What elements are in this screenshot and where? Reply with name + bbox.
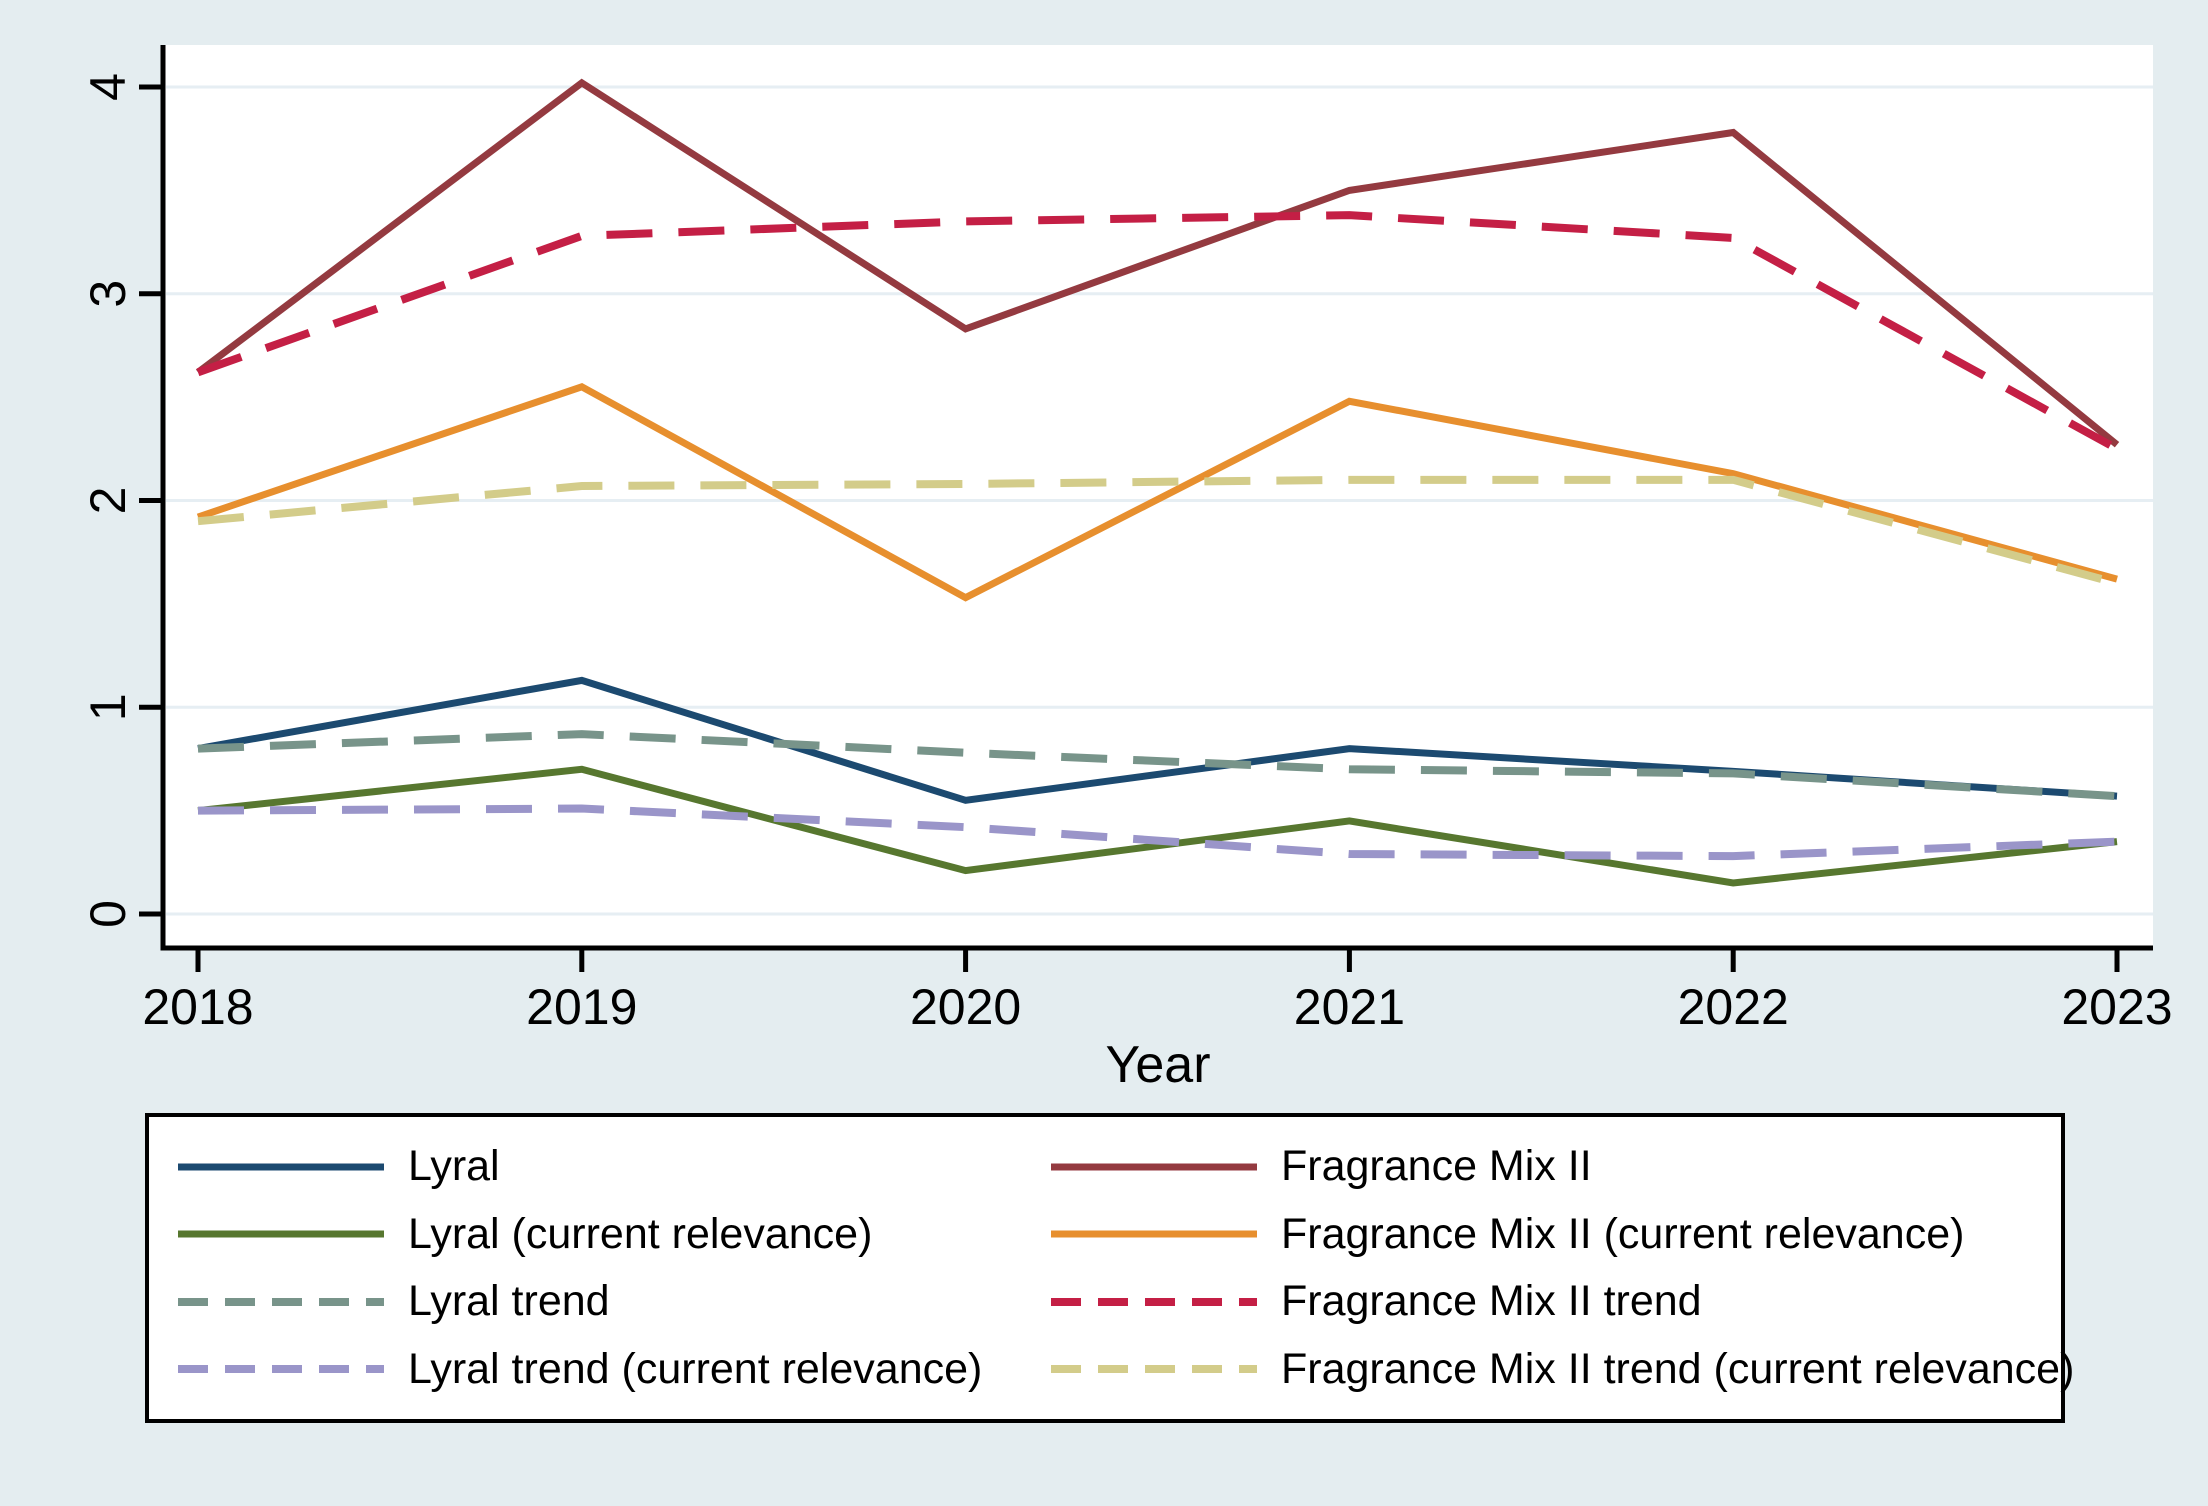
y-tick-label: 0 — [80, 900, 136, 928]
legend-item-lyral-trend-current-relevance: Lyral trend (current relevance) — [176, 1336, 1049, 1404]
series-line-5 — [196, 382, 2118, 602]
axis-lines — [160, 45, 2153, 951]
x-tick-label: 2020 — [910, 979, 1021, 1035]
legend-swatch-dashed-line-icon — [178, 1365, 384, 1374]
legend-box: Lyral Lyral (current relevance) Lyral tr… — [145, 1113, 2074, 1423]
legend-label: Fragrance Mix II trend (current relevanc… — [1281, 1344, 2075, 1393]
legend-item-fragrance-mix-ii-trend-current-relevance: Fragrance Mix II trend (current relevanc… — [1049, 1336, 2074, 1404]
series-line-2 — [197, 730, 2118, 801]
y-tick-label: 1 — [80, 693, 136, 721]
legend-swatch-solid-line-icon — [1051, 1163, 1257, 1171]
series-line-3 — [197, 804, 2118, 861]
legend-label: Lyral — [408, 1142, 500, 1191]
y-tick-label: 3 — [80, 280, 136, 308]
legend-label: Lyral trend — [408, 1277, 610, 1326]
legend-swatch-solid-line-icon — [178, 1230, 384, 1238]
legend-label: Lyral (current relevance) — [408, 1209, 873, 1258]
series-line-4 — [195, 78, 2120, 448]
legend-swatch-solid-line-icon — [1051, 1230, 1257, 1238]
y-tick-label: 4 — [80, 73, 136, 101]
legend-label: Fragrance Mix II (current relevance) — [1281, 1209, 1965, 1258]
legend-swatch-solid-line-icon — [178, 1163, 384, 1171]
x-tick-label: 2022 — [1678, 979, 1789, 1035]
legend-item-lyral-trend: Lyral trend — [176, 1268, 1049, 1336]
legend-swatch-dashed-line-icon — [1051, 1365, 1257, 1374]
legend-label: Fragrance Mix II trend — [1281, 1277, 1702, 1326]
legend-label: Fragrance Mix II — [1281, 1142, 1592, 1191]
legend-item-lyral-current-relevance: Lyral (current relevance) — [176, 1201, 1049, 1269]
legend-label: Lyral trend (current relevance) — [408, 1344, 983, 1393]
legend-swatch-dashed-line-icon — [1051, 1297, 1257, 1306]
legend-item-fragrance-mix-ii: Fragrance Mix II — [1049, 1133, 2051, 1201]
legend-item-fragrance-mix-ii-current-relevance: Fragrance Mix II (current relevance) — [1049, 1201, 2051, 1269]
series-line-7 — [197, 475, 2119, 588]
legend-item-lyral: Lyral — [176, 1133, 1049, 1201]
x-tick-label: 2021 — [1294, 979, 1405, 1035]
x-tick-label: 2023 — [2061, 979, 2172, 1035]
x-tick-label: 2018 — [142, 979, 253, 1035]
x-tick-label: 2019 — [526, 979, 637, 1035]
series-line-1 — [197, 765, 2118, 887]
legend-item-fragrance-mix-ii-trend: Fragrance Mix II trend — [1049, 1268, 2051, 1336]
legend-swatch-dashed-line-icon — [178, 1297, 384, 1306]
x-axis-title: Year — [1105, 1036, 1210, 1094]
y-tick-label: 2 — [80, 487, 136, 515]
